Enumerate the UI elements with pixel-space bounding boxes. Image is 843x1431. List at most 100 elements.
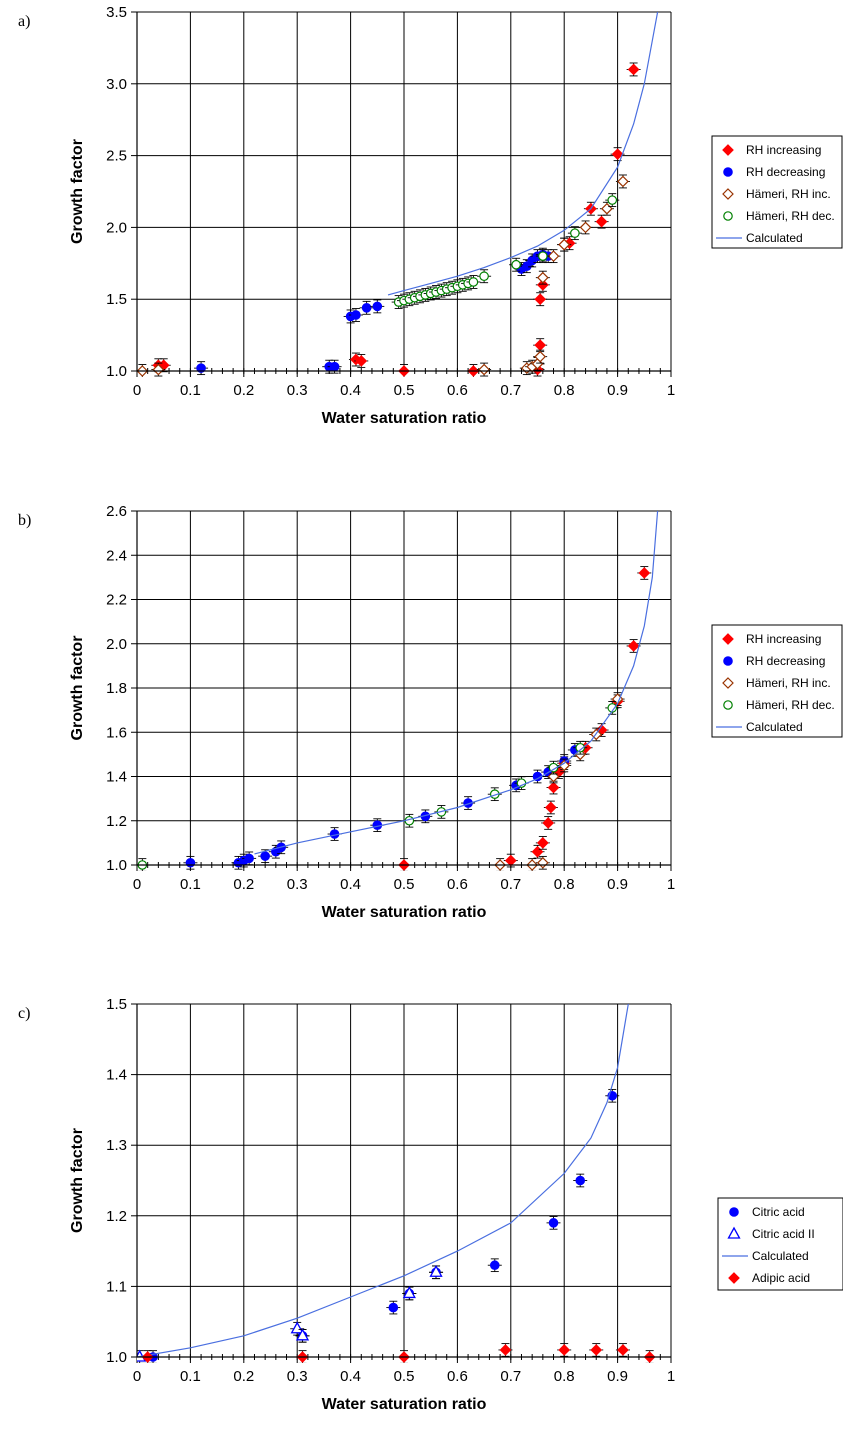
series-rh-decreasing-point (196, 363, 206, 373)
x-tick-label: 0.8 (554, 876, 575, 893)
series-citric-acid-point (388, 1302, 399, 1313)
series-layer (137, 511, 659, 871)
series-h-meri-rh-dec-point (607, 703, 618, 713)
series-citric-acid-point (548, 1218, 559, 1228)
y-tick-label: 2.4 (106, 547, 127, 564)
series-citric-acid-ii-point (429, 1264, 443, 1277)
series-calculated-line (137, 1004, 629, 1358)
legend-marker (728, 1272, 740, 1284)
series-rh-increasing-point (542, 817, 555, 829)
series-calculated-line (254, 511, 659, 855)
series-h-meri-rh-dec-point (511, 259, 521, 270)
series-citric-acid-point (489, 1260, 500, 1271)
x-tick-label: 0.9 (607, 1368, 628, 1385)
x-tick-label: 0.5 (394, 1368, 415, 1385)
x-tick-label: 0.6 (447, 382, 468, 399)
x-tick-label: 0.2 (233, 876, 254, 893)
x-axis-label: Water saturation ratio (322, 410, 487, 427)
x-tick-label: 0.6 (447, 1368, 468, 1385)
legend-marker (722, 677, 734, 689)
y-tick-label: 2.5 (106, 148, 127, 165)
series-rh-increasing-point (534, 293, 547, 306)
series-h-meri-rh-dec-point (538, 251, 548, 261)
series-h-meri-rh-inc-point (536, 271, 549, 284)
legend-label: Calculated (746, 231, 803, 245)
x-tick-label: 0.1 (180, 382, 201, 399)
y-tick-label: 1.2 (106, 1208, 127, 1225)
x-tick-label: 1 (667, 876, 675, 893)
series-h-meri-rh-dec-point (479, 271, 489, 282)
panel-label: a) (18, 13, 30, 30)
y-tick-label: 1.6 (106, 724, 127, 741)
series-h-meri-rh-inc-point (617, 175, 629, 188)
legend-label: Citric acid (752, 1205, 805, 1219)
x-tick-label: 0.5 (394, 876, 415, 893)
chart-panel-2: b) 0 0.1 0.2 0.3 0.4 0.5 0.6 0.7 0.8 0.9 1 1.0 1.2 1.4… (18, 503, 843, 921)
x-tick-label: 0.2 (233, 1368, 254, 1385)
y-tick-label: 1.4 (106, 769, 127, 786)
series-rh-decreasing-point (372, 301, 383, 312)
series-rh-increasing-point (627, 640, 640, 652)
series-rh-increasing-point (536, 278, 549, 291)
y-axis-label: Growth factor (69, 139, 86, 244)
legend-label: RH decreasing (746, 654, 825, 668)
series-adipic-acid-point (590, 1344, 603, 1356)
series-adipic-acid-point (499, 1344, 512, 1356)
x-tick-label: 1 (667, 1368, 675, 1385)
legend-box (717, 1197, 843, 1291)
panel-label: c) (18, 1005, 30, 1022)
x-tick-label: 0 (133, 382, 141, 399)
legend-marker (723, 167, 733, 177)
y-tick-label: 1.8 (106, 680, 127, 697)
legend-marker (722, 188, 734, 200)
series-citric-acid-point (575, 1175, 586, 1186)
series-rh-decreasing-point (329, 361, 340, 372)
series-citric-acid-ii-point (295, 1328, 310, 1341)
y-tick-label: 1.0 (106, 857, 127, 874)
series-rh-increasing-point (545, 801, 557, 814)
legend: RH increasing RH decreasing Hämeri, RH inc… (711, 135, 843, 249)
x-tick-label: 0.7 (500, 876, 521, 893)
x-tick-label: 0.3 (287, 876, 308, 893)
legend-marker (727, 1226, 741, 1239)
series-rh-increasing-point (638, 567, 651, 579)
legend-label: Citric acid II (752, 1227, 815, 1241)
y-tick-label: 3.0 (106, 76, 127, 93)
x-tick-label: 0.3 (287, 382, 308, 399)
series-rh-increasing-point (595, 215, 608, 228)
series-h-meri-rh-inc-point (558, 759, 571, 772)
y-tick-label: 2.6 (106, 503, 127, 520)
panel-label: b) (18, 512, 31, 529)
x-tick-label: 0.1 (180, 876, 201, 893)
y-axis-label: Growth factor (69, 636, 86, 741)
series-rh-decreasing-point (185, 857, 196, 868)
chart-panel-3: c) 0 0.1 0.2 0.3 0.4 0.5 0.6 0.7 0.8 0.9 1 1.0 1.1 1.2… (18, 996, 843, 1413)
chart-panel-1: a) 0 0.1 0.2 0.3 0.4 0.5 0.6 0.7 0.8 0.9 1 1.0 1.5 2.0… (18, 4, 843, 427)
series-calculated-line (387, 12, 659, 296)
series-rh-increasing-point (627, 63, 640, 76)
x-tick-label: 0.6 (447, 876, 468, 893)
x-tick-label: 0.4 (340, 1368, 361, 1385)
series-rh-decreasing-point (260, 851, 270, 861)
legend-label: Hämeri, RH dec. (746, 698, 835, 712)
y-tick-label: 1.3 (106, 1137, 127, 1154)
x-tick-label: 0.9 (607, 876, 628, 893)
x-tick-label: 1 (667, 382, 675, 399)
series-rh-increasing-point (536, 837, 549, 849)
series-rh-decreasing-point (522, 261, 532, 271)
y-tick-label: 2.0 (106, 636, 127, 653)
legend-box (711, 624, 843, 738)
x-tick-label: 0 (133, 1368, 141, 1385)
series-h-meri-rh-inc-point (558, 238, 571, 251)
x-tick-label: 0.4 (340, 382, 361, 399)
x-tick-label: 0.3 (287, 1368, 308, 1385)
x-tick-label: 0.1 (180, 1368, 201, 1385)
legend-box (711, 135, 843, 249)
series-h-meri-rh-inc-point (547, 250, 560, 262)
y-tick-label: 1.0 (106, 1349, 127, 1366)
x-tick-label: 0.7 (500, 382, 521, 399)
x-tick-label: 0.8 (554, 1368, 575, 1385)
legend-marker (722, 144, 734, 156)
x-tick-label: 0 (133, 876, 141, 893)
